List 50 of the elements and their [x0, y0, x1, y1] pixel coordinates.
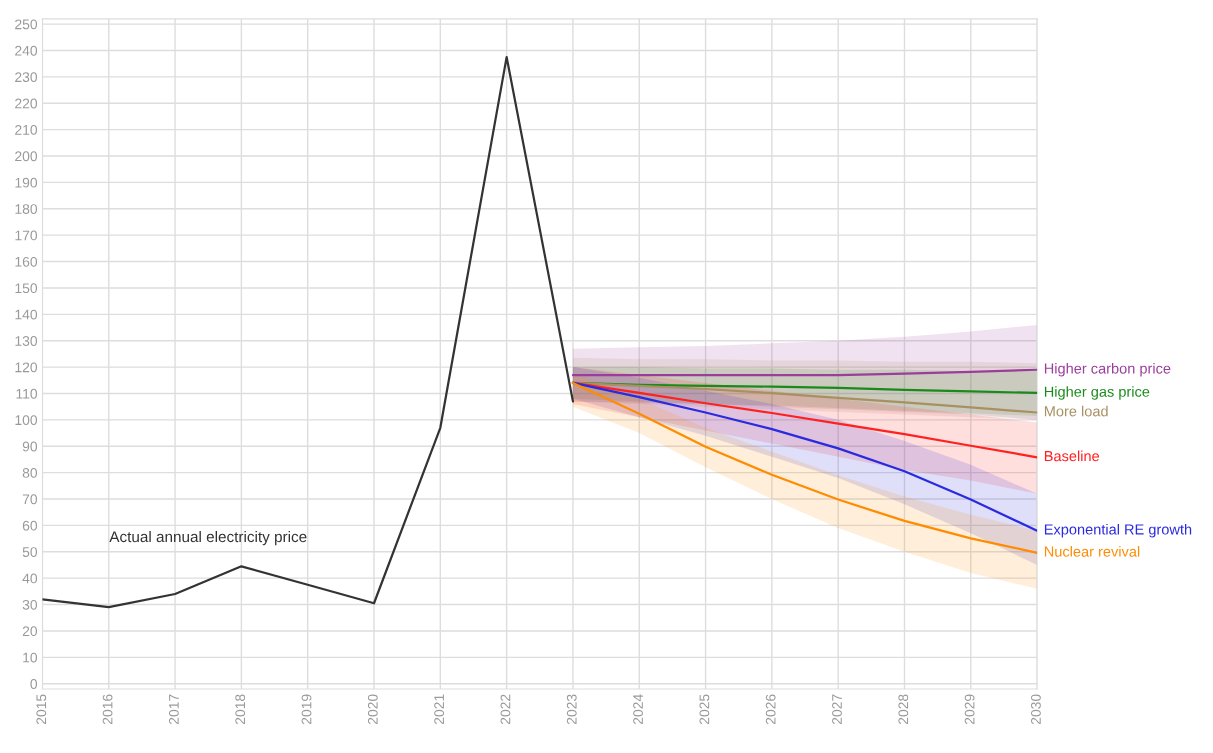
- x-tick-label: 2026: [765, 694, 776, 725]
- y-tick-label: 170: [15, 230, 38, 241]
- x-tick-label: 2022: [500, 694, 511, 725]
- x-tick-label: 2018: [235, 694, 246, 725]
- x-tick-label: 2023: [566, 694, 577, 725]
- y-tick-label: 150: [15, 283, 38, 294]
- text: Actual annual electricity price: [109, 530, 307, 546]
- series-label: Baseline: [1044, 450, 1100, 462]
- y-tick-label: 200: [15, 151, 38, 162]
- x-tick-label: 2028: [898, 694, 909, 725]
- x-tick-label: 2024: [633, 694, 643, 725]
- series-label: More load: [1044, 405, 1108, 417]
- x-tick-label: 2019: [301, 694, 312, 725]
- y-tick-label: 60: [22, 520, 38, 531]
- y-tick-label: 130: [15, 336, 38, 346]
- x-tick-label: 2017: [168, 694, 179, 725]
- y-tick-label: 90: [22, 441, 38, 452]
- y-tick-label: 190: [15, 177, 38, 188]
- x-tick-label: 2020: [367, 694, 378, 725]
- y-tick-label: 210: [15, 124, 38, 135]
- series-label: Higher gas price: [1044, 386, 1150, 400]
- x-tick-label: 2016: [102, 694, 113, 725]
- y-tick-label: 220: [15, 98, 38, 109]
- x-tick-label: 2030: [1031, 694, 1041, 725]
- y-tick-label: 0: [30, 679, 38, 689]
- y-tick-label: 50: [22, 547, 38, 557]
- y-tick-label: 160: [15, 256, 38, 267]
- y-tick-label: 40: [22, 573, 38, 584]
- y-tick-label: 30: [22, 599, 38, 610]
- series-label: Higher carbon price: [1044, 362, 1171, 377]
- y-tick-label: 10: [23, 652, 38, 663]
- y-tick-label: 180: [15, 204, 38, 214]
- y-tick-label: 80: [22, 467, 38, 478]
- series-label: Exponential RE growth: [1044, 523, 1192, 538]
- y-tick-label: 240: [15, 45, 38, 56]
- y-tick-label: 100: [15, 415, 38, 426]
- x-tick-label: 2027: [832, 694, 842, 725]
- series-label: Nuclear revival: [1044, 546, 1140, 557]
- y-tick-label: 250: [15, 19, 38, 30]
- y-tick-label: 140: [15, 309, 38, 320]
- x-tick-label: 2025: [699, 694, 710, 725]
- y-tick-label: 20: [22, 626, 38, 637]
- x-tick-label: 2015: [36, 694, 47, 725]
- x-tick-label: 2029: [964, 694, 975, 725]
- y-tick-label: 120: [15, 362, 38, 373]
- y-tick-label: 70: [22, 494, 38, 505]
- y-tick-label: 110: [16, 388, 38, 399]
- x-tick-label: 2021: [434, 694, 445, 725]
- line-series: [42, 55, 575, 609]
- y-tick-label: 230: [15, 72, 38, 83]
